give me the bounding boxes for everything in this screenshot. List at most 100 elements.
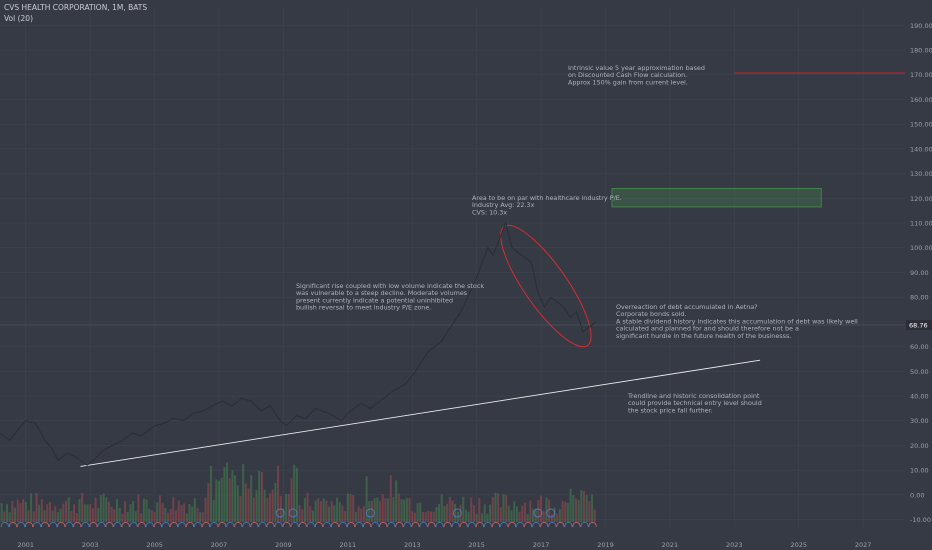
volume-bar (400, 499, 403, 522)
volume-bar (266, 498, 269, 522)
volume-bar (475, 513, 478, 522)
volume-bar (223, 467, 226, 522)
overlays (0, 72, 905, 467)
volume-bar (472, 505, 475, 522)
volume-bar (32, 511, 35, 522)
volume-bar (105, 497, 108, 522)
volume-bar (46, 504, 49, 522)
intrinsic-note-line: on Discounted Cash Flow calculation. (568, 71, 687, 79)
x-tick-label: 2003 (82, 541, 99, 549)
current-price-badge (906, 319, 932, 330)
volume-bar (577, 499, 580, 522)
volume-bar (73, 504, 76, 522)
y-tick-label: 90.00 (910, 269, 929, 277)
volume-bar (298, 504, 301, 522)
volume-bar (38, 504, 41, 522)
volume-bar (62, 503, 65, 522)
volume-bar (78, 499, 81, 522)
volume-bar (435, 507, 438, 522)
volume-bar (226, 462, 229, 522)
volume-bar (491, 497, 494, 522)
volume-bar (239, 496, 242, 522)
volume-bar (387, 498, 390, 522)
x-tick-label: 2025 (790, 541, 807, 549)
volume-bar (268, 493, 271, 522)
volume-bar (566, 502, 569, 522)
volume-bar (311, 510, 314, 522)
volume-bar (167, 512, 170, 522)
grid (0, 8, 905, 527)
volume-bar (242, 464, 245, 522)
x-tick-label: 2021 (662, 541, 679, 549)
x-axis: 2001 2003 2005 2007 2009 2011 2013 2015 2017 2019… (0, 527, 932, 550)
volume-bar (247, 488, 250, 522)
volume-bar (478, 498, 481, 522)
volume-bar (185, 513, 188, 522)
x-tick-label: 2013 (404, 541, 421, 549)
volume-bar (24, 501, 27, 522)
volume-bar (462, 496, 465, 522)
split-marker (546, 508, 556, 518)
volume-bar (86, 504, 89, 522)
volume-bar (529, 500, 532, 522)
volume-bar (145, 499, 148, 522)
x-axis-panel (0, 527, 932, 550)
volume-bar (443, 506, 446, 522)
volume-bar (137, 494, 140, 522)
volume-bar (370, 500, 373, 522)
volume-bar (397, 493, 400, 522)
volume-bar (381, 494, 384, 522)
volume-bar (27, 510, 30, 522)
volume-bar (169, 508, 172, 522)
volume-bar (548, 499, 551, 522)
volume-bar (574, 498, 577, 522)
volume-bar (499, 507, 502, 522)
volume-bar (51, 510, 54, 522)
volume-bar (218, 480, 221, 522)
volume-bar (134, 511, 137, 522)
volume-bar (550, 513, 553, 522)
volume-bar (341, 505, 344, 522)
y-tick-label: 120.00 (910, 195, 932, 203)
target-pe-zone (611, 188, 822, 208)
volume-bar (295, 467, 298, 522)
volume-bar (121, 513, 124, 522)
split-marker (275, 508, 285, 518)
volume-bar (8, 512, 11, 522)
split-marker (452, 508, 462, 518)
volume-bar (413, 512, 416, 522)
volume-bar (258, 470, 261, 522)
industry-note-line: Industry Avg: 22.3x (472, 201, 535, 209)
volume-bar (16, 499, 19, 522)
volume-bar (309, 506, 312, 522)
volume-bar (558, 509, 561, 522)
volume-bar (483, 504, 486, 522)
y-axis-panel (905, 0, 932, 550)
current-price-label: 68.76 (909, 321, 928, 329)
volume-bar (215, 479, 218, 522)
volume-bar (94, 497, 97, 522)
volume-bar (193, 498, 196, 522)
volume-bar (368, 501, 371, 522)
x-tick-label: 2027 (855, 541, 872, 549)
volume-bar (395, 480, 398, 522)
volume-bar (446, 503, 449, 522)
volume-bar (293, 464, 296, 522)
volume-bar (290, 478, 293, 522)
volume-bar (75, 512, 78, 522)
volume-bar (421, 512, 424, 522)
volume-bar (175, 510, 178, 522)
y-tick-label: 100.00 (910, 244, 932, 252)
volume-bar (322, 498, 325, 522)
volume-bar (384, 498, 387, 522)
volume-bar (593, 509, 596, 522)
volume-bar (545, 497, 548, 522)
volume-bar (236, 485, 239, 522)
volume-bar (467, 511, 470, 522)
volume-bar (30, 493, 33, 522)
x-tick-label: 2023 (726, 541, 743, 549)
volume-bar (542, 511, 545, 522)
volume-bar (440, 494, 443, 522)
volume-bar (201, 512, 204, 522)
